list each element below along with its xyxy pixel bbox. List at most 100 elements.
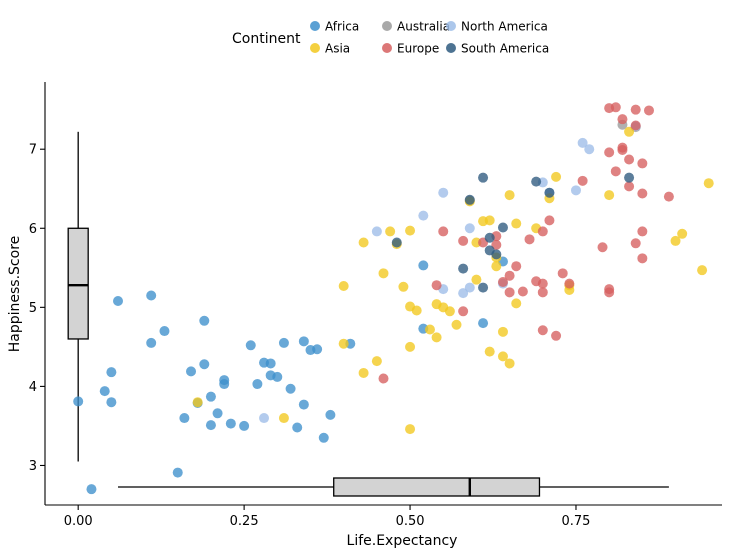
point-asia [405, 424, 416, 435]
point-asia [504, 358, 515, 369]
y-tick-label: 7 [29, 143, 37, 158]
point-africa [272, 371, 283, 382]
point-europe [597, 242, 608, 253]
axes: Life.Expectancy Happiness.Score 0.00 0.25… [7, 82, 722, 549]
x-tick-label: 0.00 [64, 514, 93, 529]
point-africa [179, 413, 190, 424]
point-africa [418, 260, 429, 271]
point-africa [199, 315, 210, 326]
point-asia [338, 280, 349, 291]
point-europe [537, 287, 548, 298]
point-asia [385, 226, 396, 237]
point-asia [431, 332, 442, 343]
point-europe [624, 181, 635, 192]
point-europe [491, 239, 502, 250]
point-europe [431, 280, 442, 291]
legend-key-south-america [446, 43, 456, 53]
point-asia [677, 228, 688, 239]
point-north-america [458, 288, 469, 299]
point-africa [298, 336, 309, 347]
point-europe [637, 253, 648, 264]
legend-label-australia: Australia [397, 20, 450, 34]
point-south-america [458, 263, 469, 274]
y-axis-title: Happiness.Score [7, 236, 23, 353]
y-tick-label: 6 [29, 222, 37, 237]
point-europe [610, 102, 621, 113]
legend: Continent Africa Australia North America As… [232, 20, 549, 56]
point-asia [497, 351, 508, 362]
point-asia [358, 367, 369, 378]
point-south-america [624, 172, 635, 183]
point-asia [278, 413, 289, 424]
point-europe [537, 226, 548, 237]
point-asia [192, 397, 203, 408]
data-points [73, 102, 714, 495]
point-europe [458, 235, 469, 246]
point-north-america [570, 185, 581, 196]
point-europe [524, 234, 535, 245]
point-asia [371, 356, 382, 367]
point-asia [378, 268, 389, 279]
point-asia [551, 171, 562, 182]
y-boxplot-box [67, 227, 89, 340]
point-europe [617, 142, 628, 153]
point-south-america [484, 232, 495, 243]
point-asia [484, 215, 495, 226]
point-europe [630, 104, 641, 115]
point-africa [205, 391, 216, 402]
point-europe [617, 114, 628, 125]
point-africa [146, 337, 157, 348]
x-tick-label: 0.25 [230, 514, 259, 529]
point-asia [703, 178, 714, 189]
point-europe [497, 277, 508, 288]
marginal-boxplots [67, 131, 669, 497]
legend-key-asia [310, 43, 320, 53]
point-south-america [478, 282, 489, 293]
point-europe [458, 306, 469, 317]
point-asia [604, 190, 615, 201]
point-europe [624, 154, 635, 165]
point-africa [199, 359, 210, 370]
point-south-america [391, 237, 402, 248]
point-europe [604, 284, 615, 295]
point-asia [497, 326, 508, 337]
point-africa [478, 318, 489, 329]
y-tick-label: 5 [29, 301, 37, 316]
x-boxplot-box [333, 477, 541, 497]
point-africa [172, 467, 183, 478]
point-europe [637, 226, 648, 237]
point-africa [239, 420, 250, 431]
legend-key-europe [382, 43, 392, 53]
point-africa [86, 484, 97, 495]
point-europe [517, 286, 528, 297]
point-africa [106, 397, 117, 408]
point-africa [99, 386, 110, 397]
point-south-america [478, 172, 489, 183]
point-asia [670, 235, 681, 246]
point-europe [537, 278, 548, 289]
point-africa [219, 375, 230, 386]
point-africa [245, 340, 256, 351]
point-africa [265, 358, 276, 369]
point-africa [278, 337, 289, 348]
legend-label-europe: Europe [397, 42, 439, 56]
point-europe [544, 215, 555, 226]
point-europe [637, 158, 648, 169]
point-africa [325, 409, 336, 420]
y-tick-label: 4 [29, 380, 37, 395]
point-africa [285, 383, 296, 394]
point-europe [663, 191, 674, 202]
point-europe [504, 287, 515, 298]
point-south-america [464, 194, 475, 205]
y-tick-label: 3 [29, 459, 37, 474]
point-africa [205, 420, 216, 431]
point-africa [146, 290, 157, 301]
point-europe [564, 278, 575, 289]
point-africa [312, 344, 323, 355]
point-north-america [371, 226, 382, 237]
point-europe [610, 166, 621, 177]
x-tick-label: 0.50 [396, 514, 425, 529]
legend-label-south-america: South America [461, 42, 549, 56]
point-africa [298, 399, 309, 410]
